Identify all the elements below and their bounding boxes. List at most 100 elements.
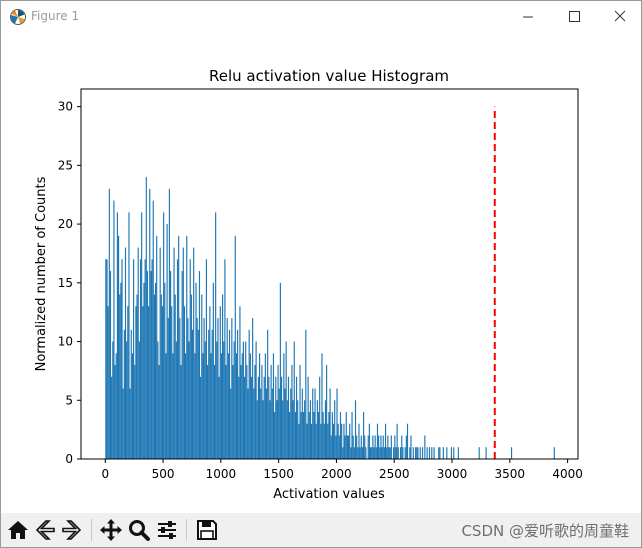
histogram-bar	[334, 400, 336, 459]
histogram-bar	[356, 435, 358, 459]
histogram-bar	[401, 435, 403, 459]
histogram-bar	[247, 388, 249, 459]
histogram-bar	[332, 423, 335, 459]
histogram-bar	[320, 423, 322, 459]
y-axis-label: Normalized number of Counts	[34, 176, 49, 371]
configure-subplots-button[interactable]	[154, 517, 180, 543]
histogram-bar	[219, 306, 221, 459]
histogram-bar	[215, 212, 217, 459]
histogram-bar	[220, 353, 223, 459]
move-icon	[100, 519, 122, 541]
histogram-bar	[188, 341, 190, 459]
histogram-bar	[382, 435, 384, 459]
histogram-bar	[297, 400, 299, 459]
csdn-watermark: CSDN @爱听歌的周童鞋	[461, 522, 629, 540]
histogram-bar	[416, 447, 418, 459]
home-button[interactable]	[5, 517, 31, 543]
pan-button[interactable]	[98, 517, 124, 543]
histogram-bar	[270, 365, 272, 459]
histogram-bar	[126, 341, 128, 459]
histogram-bar	[431, 447, 433, 459]
histogram-bar	[280, 376, 283, 459]
home-icon	[8, 521, 28, 539]
histogram-bar	[175, 341, 177, 459]
histogram-bar	[369, 447, 372, 459]
histogram-bar	[312, 388, 314, 459]
histogram-bar	[113, 200, 115, 459]
histogram-bar	[315, 423, 317, 459]
histogram-bar	[347, 435, 350, 459]
histogram-bar	[319, 376, 321, 459]
histogram-bar	[119, 294, 121, 459]
histogram-bar	[233, 341, 235, 459]
histogram-bar	[108, 188, 110, 459]
forward-button[interactable]	[59, 517, 85, 543]
histogram-bar	[106, 259, 108, 459]
histogram-bar	[375, 447, 377, 459]
save-button[interactable]	[194, 517, 220, 543]
histogram-bar	[127, 306, 129, 459]
histogram-bar	[227, 353, 229, 459]
histogram-bar	[138, 341, 140, 459]
histogram-bar	[349, 423, 351, 459]
histogram-bar	[208, 329, 210, 459]
histogram-bar	[304, 400, 306, 459]
histogram-bar	[409, 447, 411, 459]
save-icon	[197, 520, 217, 540]
figure-canvas[interactable]: Relu activation value Histogram 0 500 1000…	[1, 33, 641, 509]
histogram-bar	[252, 318, 254, 459]
histogram-bar	[187, 318, 189, 459]
histogram-bar	[263, 376, 265, 459]
histogram-bar	[105, 259, 107, 459]
histogram-bar	[510, 447, 513, 459]
histogram-bar	[157, 341, 159, 459]
histogram-bar	[231, 318, 233, 459]
histogram-bar	[210, 353, 212, 459]
histogram-bar	[145, 177, 147, 459]
histogram-bar	[324, 400, 327, 459]
histogram-bar	[313, 412, 315, 459]
histogram-bar	[289, 412, 291, 459]
histogram-bar	[298, 423, 300, 459]
histogram-bar	[123, 329, 125, 459]
matplotlib-app-icon	[10, 9, 26, 25]
histogram-bar	[161, 306, 164, 459]
histogram-bar	[165, 353, 167, 459]
back-button[interactable]	[32, 517, 58, 543]
histogram-bar	[180, 365, 182, 459]
histogram-bar	[354, 400, 357, 459]
histogram-bar	[553, 447, 555, 459]
histogram-bar	[141, 212, 143, 459]
maximize-button[interactable]	[551, 1, 597, 33]
histogram-bar	[376, 423, 379, 459]
x-tick-label: 4000	[552, 467, 583, 481]
x-tick-label: 1500	[263, 467, 294, 481]
histogram-bar	[240, 365, 242, 459]
histogram-bar	[457, 447, 459, 459]
histogram-bar	[204, 341, 206, 459]
histogram-bar	[453, 447, 455, 459]
histogram-bar	[352, 435, 354, 459]
histogram-bar	[139, 259, 142, 459]
title-bar[interactable]: Figure 1	[1, 1, 641, 33]
histogram-bar	[212, 282, 214, 459]
histogram-bar	[314, 388, 316, 459]
minimize-button[interactable]	[505, 1, 551, 33]
histogram-bar	[384, 423, 387, 459]
forward-arrow-icon	[62, 520, 82, 540]
histogram-bar	[135, 306, 137, 459]
histogram-bar	[341, 423, 343, 459]
x-tick-label: 1000	[206, 467, 237, 481]
histogram-bar	[107, 306, 109, 459]
histogram-bar	[217, 318, 219, 459]
zoom-button[interactable]	[126, 517, 152, 543]
histogram-bar	[131, 353, 134, 459]
histogram-bar	[388, 447, 390, 459]
histogram-bar	[309, 400, 312, 459]
close-button[interactable]	[597, 1, 642, 33]
histogram-bar	[284, 388, 286, 459]
histogram-bar	[323, 423, 325, 459]
histogram-bar	[316, 400, 318, 459]
histogram-bar	[256, 400, 258, 459]
histogram-bar	[372, 435, 374, 459]
